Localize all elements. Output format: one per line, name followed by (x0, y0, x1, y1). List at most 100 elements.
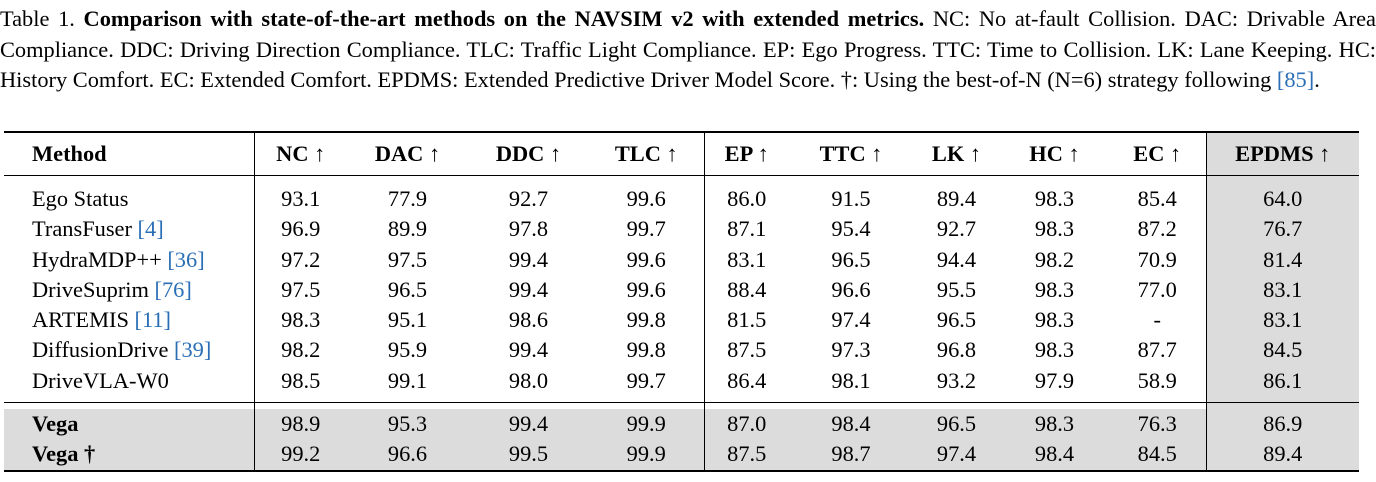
metric-cell-epdms: 83.1 (1206, 305, 1359, 336)
metric-cell-lk: 96.5 (913, 409, 1000, 440)
comparison-table: Method NC ↑ DAC ↑ DDC ↑ TLC ↑ EP ↑ TTC ↑ LK ↑ HC… (4, 131, 1359, 472)
table-row: HydraMDP++ [36] 97.2 97.5 99.4 99.6 83.1 96.5 9… (4, 244, 1359, 275)
column-header-dac: DAC ↑ (374, 141, 441, 166)
metric-cell-ec: - (1109, 305, 1207, 336)
column-header-ttc: TTC ↑ (819, 141, 883, 166)
metric-cell-ddc: 98.6 (508, 307, 549, 333)
metric-cell-ttc: 96.6 (831, 276, 871, 302)
metric-cell-ddc: 99.4 (508, 337, 549, 363)
metric-cell-dac: 89.9 (387, 216, 428, 242)
metric-cell-lk: 89.4 (936, 186, 977, 211)
table-caption: Table 1. Comparison with state-of-the-ar… (0, 4, 1376, 96)
metric-cell-nc: 99.2 (254, 439, 347, 472)
metric-cell-dac: 77.9 (387, 186, 428, 211)
metric-cell-ep: 81.5 (727, 307, 767, 333)
metric-cell-epdms: 76.7 (1206, 214, 1359, 245)
metric-cell-tlc: 99.6 (589, 274, 705, 306)
column-header-nc: NC ↑ (276, 141, 326, 166)
method-name-cell: Vega (4, 409, 255, 440)
metric-cell-dac: 99.1 (387, 367, 428, 393)
method-name-cell: Ego Status (4, 184, 255, 215)
method-name: Ego Status (32, 186, 129, 211)
metric-cell-ddc: 99.4 (468, 409, 589, 440)
metric-cell-tlc: 99.8 (589, 305, 705, 336)
metric-cell-dac: 96.6 (347, 439, 468, 472)
row-spacer (4, 175, 1359, 184)
metric-cell-ttc: 95.4 (831, 216, 871, 242)
column-header-hc: HC ↑ (1029, 141, 1080, 166)
metric-cell-dac: 96.5 (387, 276, 428, 302)
metric-cell-ttc: 97.3 (831, 337, 871, 363)
metric-cell-epdms: 86.9 (1206, 409, 1359, 440)
metric-cell-ep: 87.5 (704, 439, 789, 472)
caption-label: Table 1. (0, 6, 75, 31)
metric-cell-hc: 98.3 (1034, 186, 1075, 211)
metric-cell-lk: 92.7 (936, 216, 977, 242)
metric-cell-hc: 98.4 (1000, 439, 1109, 472)
metric-cell-epdms: 83.1 (1206, 274, 1359, 306)
method-name: DriveSuprim (32, 276, 149, 302)
metric-cell-ep: 87.0 (704, 409, 789, 440)
metric-cell-ec: 85.4 (1109, 184, 1207, 215)
method-name-cell: HydraMDP++ [36] (4, 244, 255, 275)
table-row: Vega † 99.2 96.6 99.5 99.9 87.5 98.7 97.4 98.4 84… (4, 439, 1359, 472)
metric-cell-hc: 98.3 (1034, 216, 1075, 242)
metric-cell-ep: 86.4 (727, 367, 767, 393)
metric-cell-hc: 98.3 (1000, 409, 1109, 440)
metric-cell-lk: 96.8 (936, 337, 977, 363)
citation-link[interactable]: [4] (131, 216, 164, 242)
metric-cell-epdms: 81.4 (1206, 244, 1359, 275)
column-header-ddc: DDC ↑ (495, 141, 562, 166)
metric-cell-dac: 95.9 (387, 337, 428, 363)
row-spacer (4, 402, 1359, 410)
column-header-method: Method (4, 132, 255, 176)
citation-link[interactable]: [39] (168, 337, 212, 363)
metric-cell-nc: 98.9 (254, 409, 347, 440)
metric-cell-tlc: 99.6 (589, 244, 705, 275)
metric-cell-ttc: 91.5 (831, 186, 871, 211)
metric-cell-ec: 58.9 (1109, 365, 1207, 397)
table-row: ARTEMIS [11] 98.3 95.1 98.6 99.8 81.5 97.4 96.5… (4, 305, 1359, 336)
table-row: DiffusionDrive [39] 98.2 95.9 99.4 99.8 87.5 9… (4, 335, 1359, 366)
metric-cell-nc: 98.3 (281, 307, 321, 333)
table-row: Vega 98.9 95.3 99.4 99.9 87.0 98.4 96.5 98.3 76.3… (4, 409, 1359, 440)
method-name: HydraMDP++ (32, 246, 162, 272)
metric-cell-tlc: 99.9 (589, 409, 705, 440)
metric-cell-dac: 95.3 (347, 409, 468, 440)
metric-cell-lk: 95.5 (936, 276, 977, 302)
metric-cell-nc: 98.5 (281, 367, 321, 393)
metric-cell-ttc: 98.4 (789, 409, 913, 440)
method-name: Vega † (32, 441, 96, 467)
metric-cell-tlc: 99.9 (589, 439, 705, 472)
table-row: DriveVLA-W0 98.5 99.1 98.0 99.7 86.4 98.1 93.2 9… (4, 365, 1359, 397)
metric-cell-tlc: 99.6 (589, 184, 705, 215)
table-header-row: Method NC ↑ DAC ↑ DDC ↑ TLC ↑ EP ↑ TTC ↑ LK ↑ HC… (4, 132, 1359, 176)
method-name-cell: TransFuser [4] (4, 214, 255, 245)
method-name: TransFuser (32, 216, 132, 242)
table-row: DriveSuprim [76] 97.5 96.5 99.4 99.6 88.4 96.6… (4, 274, 1359, 306)
citation-link[interactable]: [76] (148, 276, 192, 302)
column-header-tlc: TLC ↑ (589, 132, 705, 176)
metric-cell-ddc: 99.4 (508, 246, 549, 272)
metric-cell-dac: 95.1 (387, 307, 428, 333)
metric-cell-hc: 98.3 (1034, 276, 1075, 302)
metric-cell-tlc: 99.8 (589, 335, 705, 366)
method-name: ARTEMIS (32, 307, 129, 333)
metric-cell-ttc: 98.7 (789, 439, 913, 472)
method-name-cell: DriveSuprim [76] (4, 274, 255, 306)
metric-cell-lk: 93.2 (936, 367, 977, 393)
column-header-epdms: EPDMS ↑ (1206, 132, 1359, 176)
metric-cell-hc: 97.9 (1034, 367, 1075, 393)
metric-cell-ec: 77.0 (1109, 274, 1207, 306)
metric-cell-nc: 97.2 (281, 246, 321, 272)
metric-cell-ep: 88.4 (727, 276, 767, 302)
citation-link[interactable]: [11] (128, 307, 172, 333)
method-name: DiffusionDrive (32, 337, 169, 363)
metric-cell-ddc: 92.7 (508, 186, 549, 211)
metric-cell-ec: 87.7 (1109, 335, 1207, 366)
method-name: DriveVLA-W0 (32, 367, 169, 393)
metric-cell-epdms: 89.4 (1206, 439, 1359, 472)
caption-ref[interactable]: [85] (1276, 67, 1315, 92)
citation-link[interactable]: [36] (161, 246, 205, 272)
table-row: Ego Status 93.1 77.9 92.7 99.6 86.0 91.5 89.4 98… (4, 184, 1359, 215)
